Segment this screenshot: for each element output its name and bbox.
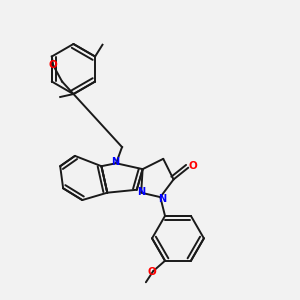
Text: N: N bbox=[137, 187, 145, 197]
Text: O: O bbox=[147, 267, 156, 277]
Text: N: N bbox=[158, 194, 166, 205]
Text: O: O bbox=[49, 60, 58, 70]
Text: O: O bbox=[188, 161, 197, 171]
Text: N: N bbox=[112, 157, 120, 167]
